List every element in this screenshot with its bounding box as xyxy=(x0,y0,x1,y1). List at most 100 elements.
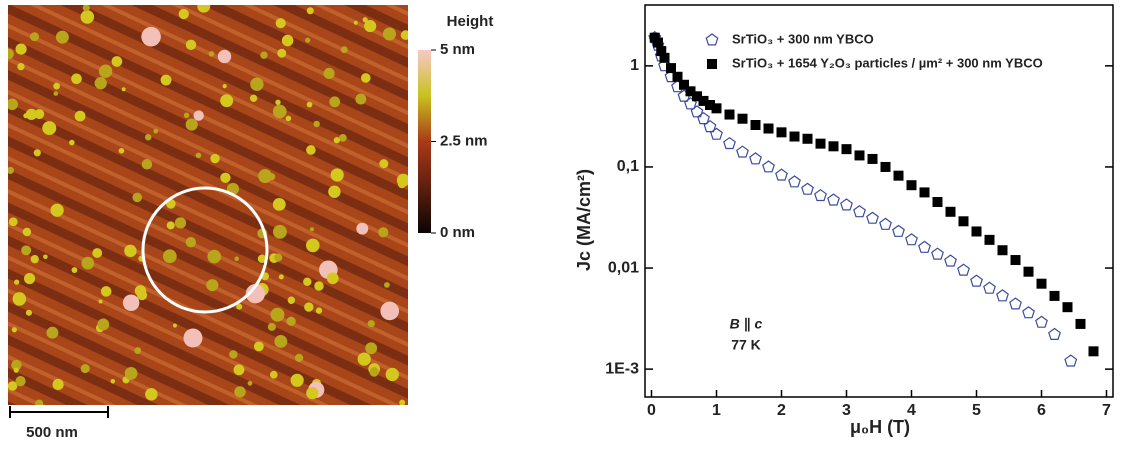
data-point xyxy=(1064,354,1078,367)
data-point xyxy=(866,211,879,224)
data-point xyxy=(970,274,983,287)
legend-marker xyxy=(707,59,717,69)
data-point xyxy=(723,136,736,150)
data-point xyxy=(853,205,866,218)
data-point xyxy=(672,71,683,82)
data-point xyxy=(841,144,852,155)
afm-grain xyxy=(183,328,203,348)
data-point xyxy=(1035,315,1048,328)
afm-grain xyxy=(306,387,319,400)
data-point xyxy=(710,127,723,140)
afm-grain xyxy=(356,222,369,235)
afm-grain xyxy=(21,245,32,256)
data-point xyxy=(1062,302,1073,313)
afm-grain xyxy=(275,18,286,29)
afm-grain xyxy=(52,378,64,391)
afm-grain xyxy=(15,376,26,387)
afm-grain xyxy=(8,48,14,60)
afm-grain xyxy=(360,73,371,83)
data-point xyxy=(656,46,667,57)
afm-grain xyxy=(81,256,95,270)
afm-grain xyxy=(286,316,296,326)
afm-grain xyxy=(53,82,60,90)
afm-grain xyxy=(69,139,75,146)
afm-grain xyxy=(357,352,371,366)
data-point xyxy=(1048,327,1061,340)
afm-grain xyxy=(369,367,379,377)
plot-frame xyxy=(644,4,1114,398)
afm-grain xyxy=(253,341,264,352)
afm-grain xyxy=(234,256,239,262)
afm-grain xyxy=(110,379,116,384)
data-point xyxy=(684,97,697,110)
afm-grain xyxy=(17,63,25,71)
data-point xyxy=(789,131,800,142)
data-point xyxy=(724,109,735,120)
afm-grain xyxy=(250,77,264,91)
afm-grain xyxy=(22,227,32,237)
data-point xyxy=(1009,297,1022,310)
data-point xyxy=(854,150,865,161)
afm-grain xyxy=(272,197,286,211)
afm-grain xyxy=(206,279,219,292)
legend-marker xyxy=(705,33,719,46)
x-tick-label: 3 xyxy=(842,402,851,419)
afm-grain xyxy=(380,301,400,321)
afm-grain xyxy=(247,380,253,386)
afm-grain xyxy=(92,248,103,258)
afm-grain xyxy=(314,281,324,291)
data-point xyxy=(867,153,878,164)
afm-grain xyxy=(74,110,86,122)
annotation: B ∥ c xyxy=(730,316,763,332)
data-point xyxy=(958,216,969,227)
afm-grain xyxy=(330,168,344,182)
data-point xyxy=(971,226,982,237)
data-point xyxy=(736,145,749,158)
data-point xyxy=(737,113,748,124)
afm-grain xyxy=(210,153,220,164)
data-point xyxy=(776,127,787,138)
afm-grain xyxy=(281,34,294,47)
y-tick-label: 1 xyxy=(630,57,639,74)
afm-grain xyxy=(285,115,292,122)
afm-grain xyxy=(185,39,197,50)
afm-grain xyxy=(333,137,340,144)
afm-grain xyxy=(50,203,64,217)
afm-grain xyxy=(23,113,29,119)
afm-grain xyxy=(397,180,407,189)
y-tick-label: 0,01 xyxy=(608,259,639,276)
afm-grain xyxy=(245,284,265,304)
afm-grain xyxy=(30,32,40,42)
afm-grain xyxy=(365,342,378,355)
afm-grain xyxy=(287,296,296,304)
afm-grain xyxy=(124,244,137,258)
afm-grain xyxy=(8,166,15,174)
afm-grain xyxy=(257,254,267,264)
data-point xyxy=(814,188,827,202)
data-point xyxy=(711,103,722,114)
afm-grain xyxy=(278,274,284,280)
afm-grain xyxy=(313,120,320,128)
x-tick-label: 6 xyxy=(1037,402,1046,419)
afm-grain xyxy=(8,98,18,111)
data-point xyxy=(690,105,704,118)
afm-grain xyxy=(8,217,18,227)
afm-grain xyxy=(385,367,399,382)
afm-grain xyxy=(97,318,110,331)
afm-grain xyxy=(384,282,390,288)
afm-grain xyxy=(144,133,152,141)
afm-grain xyxy=(162,249,177,264)
afm-grain xyxy=(378,227,389,238)
data-point xyxy=(827,193,840,206)
afm-grain xyxy=(272,224,287,239)
afm-grain xyxy=(118,147,125,154)
x-tick-label: 4 xyxy=(907,402,916,419)
afm-grain xyxy=(400,30,408,40)
afm-grain xyxy=(258,169,273,183)
afm-grain xyxy=(153,128,159,134)
x-tick-label: 0 xyxy=(647,402,656,419)
afm-grain xyxy=(195,152,202,159)
data-point xyxy=(775,168,788,181)
legend-label: SrTiO₃ + 1654 Y₂O₃ particles / µm² + 300… xyxy=(732,55,1043,70)
